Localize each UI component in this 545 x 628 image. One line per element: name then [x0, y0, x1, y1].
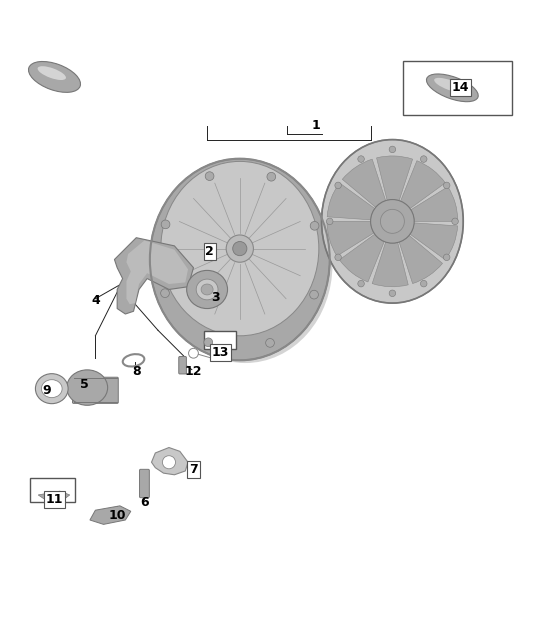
Ellipse shape [150, 159, 330, 360]
Circle shape [335, 182, 341, 188]
FancyBboxPatch shape [140, 469, 149, 497]
Ellipse shape [434, 78, 465, 92]
Circle shape [161, 289, 169, 298]
Circle shape [444, 254, 450, 261]
Text: 3: 3 [211, 291, 220, 304]
Wedge shape [340, 234, 384, 282]
Ellipse shape [196, 279, 218, 300]
FancyBboxPatch shape [72, 377, 118, 403]
Circle shape [310, 290, 318, 299]
Circle shape [326, 218, 333, 225]
Wedge shape [377, 156, 413, 200]
FancyBboxPatch shape [179, 357, 186, 374]
Circle shape [205, 172, 214, 180]
Circle shape [335, 254, 341, 261]
Text: 11: 11 [46, 493, 63, 506]
Polygon shape [126, 241, 188, 304]
Ellipse shape [35, 374, 68, 404]
Circle shape [421, 280, 427, 287]
Circle shape [358, 156, 364, 162]
Wedge shape [410, 223, 458, 260]
Circle shape [389, 290, 396, 296]
Circle shape [162, 456, 175, 468]
Ellipse shape [427, 74, 478, 102]
Wedge shape [372, 242, 408, 287]
Text: 9: 9 [42, 384, 51, 397]
Wedge shape [411, 187, 458, 221]
Circle shape [358, 280, 364, 287]
Circle shape [265, 338, 274, 347]
Circle shape [421, 156, 427, 162]
Text: 14: 14 [452, 81, 469, 94]
Wedge shape [327, 221, 374, 256]
Circle shape [452, 218, 458, 225]
Text: 2: 2 [205, 245, 214, 258]
Wedge shape [399, 236, 443, 284]
Ellipse shape [161, 161, 319, 336]
Bar [403, 60, 512, 115]
Polygon shape [114, 238, 193, 314]
Circle shape [310, 222, 319, 230]
Ellipse shape [186, 271, 228, 308]
Circle shape [267, 172, 276, 181]
Polygon shape [152, 448, 188, 475]
Wedge shape [327, 183, 375, 220]
Polygon shape [38, 491, 70, 501]
Text: 10: 10 [108, 509, 126, 522]
Text: 13: 13 [212, 345, 229, 359]
Text: 1: 1 [312, 119, 320, 133]
Ellipse shape [41, 380, 62, 398]
Circle shape [371, 200, 414, 243]
Circle shape [380, 209, 404, 234]
Circle shape [161, 220, 170, 229]
Circle shape [233, 242, 247, 256]
Circle shape [226, 235, 253, 263]
Text: 5: 5 [80, 378, 89, 391]
Text: 6: 6 [140, 495, 149, 509]
Ellipse shape [158, 167, 332, 363]
Circle shape [204, 338, 213, 347]
Text: 7: 7 [189, 463, 198, 476]
Bar [30, 478, 75, 502]
Ellipse shape [201, 284, 213, 295]
Wedge shape [342, 159, 386, 207]
Circle shape [389, 146, 396, 153]
Text: 4: 4 [91, 294, 100, 307]
Text: 12: 12 [185, 365, 202, 377]
Text: 8: 8 [132, 365, 141, 377]
Ellipse shape [38, 66, 66, 80]
Ellipse shape [67, 370, 108, 405]
Bar [204, 331, 236, 349]
Wedge shape [401, 161, 445, 208]
Polygon shape [90, 506, 131, 524]
Ellipse shape [322, 139, 463, 303]
Ellipse shape [28, 62, 81, 92]
Circle shape [444, 182, 450, 188]
